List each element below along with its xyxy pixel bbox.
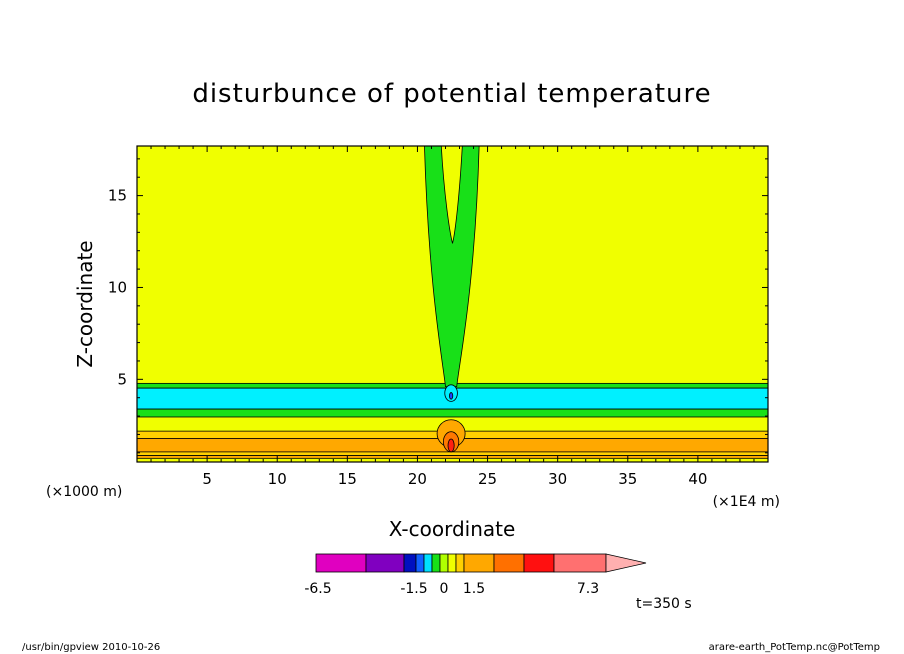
colorbar <box>315 553 647 573</box>
colorbar-segment-4 <box>423 553 433 573</box>
colorbar-segment-11 <box>523 553 555 573</box>
colorbar-label-min: -6.5 <box>304 581 331 597</box>
plot-area <box>137 146 768 462</box>
colorbar-labels: -6.5 -1.5 0 1.5 7.3 <box>304 581 599 597</box>
colorbar-label-zero: 0 <box>440 581 449 597</box>
x-tick-label: 30 <box>548 470 567 488</box>
x-tick-label: 5 <box>202 470 212 488</box>
colorbar-segment-5 <box>431 553 441 573</box>
colorbar-label-neg: -1.5 <box>400 581 427 597</box>
contour-bump-4 <box>447 438 455 453</box>
colorbar-segment-10 <box>493 553 525 573</box>
plume-inner-contour <box>440 146 463 244</box>
time-annotation: t=350 s <box>636 596 692 612</box>
colorbar-extend-arrow <box>605 553 647 573</box>
x-axis: 5 10 15 20 25 30 35 40 <box>136 146 769 488</box>
colorbar-segment-6 <box>439 553 449 573</box>
plume-outer-contour <box>424 146 480 388</box>
y-tick-label: 10 <box>108 278 127 296</box>
y-axis: 5 10 15 <box>108 158 768 454</box>
colorbar-segment-8 <box>455 553 465 573</box>
y-axis-label: Z-coordinate <box>73 240 97 367</box>
x-tick-label: 10 <box>268 470 287 488</box>
colorbar-segment-3 <box>415 553 425 573</box>
y-tick-label: 5 <box>117 370 127 388</box>
plot-frame <box>136 145 769 463</box>
x-tick-label: 20 <box>408 470 427 488</box>
colorbar-segment-0 <box>315 553 367 573</box>
contour-bump-1 <box>449 392 454 400</box>
contour-layer-6 <box>137 455 768 459</box>
y-unit-label: (×1000 m) <box>46 484 122 500</box>
x-tick-label: 15 <box>338 470 357 488</box>
x-unit-label: (×1E4 m) <box>713 494 780 510</box>
colorbar-segment-7 <box>447 553 457 573</box>
contour-layer-2 <box>137 408 768 418</box>
colorbar-segment-12 <box>553 553 607 573</box>
x-tick-label: 25 <box>478 470 497 488</box>
contour-layer-5 <box>137 451 768 456</box>
x-tick-label: 35 <box>618 470 637 488</box>
footer-left: /usr/bin/gpview 2010-10-26 <box>22 642 160 653</box>
y-tick-label: 15 <box>108 187 127 205</box>
colorbar-segment-2 <box>403 553 417 573</box>
colorbar-label-max: 7.3 <box>577 581 599 597</box>
x-tick-label: 40 <box>688 470 707 488</box>
colorbar-segment-1 <box>365 553 405 573</box>
chart-title: disturbunce of potential temperature <box>192 79 711 109</box>
x-axis-label: X-coordinate <box>389 517 516 541</box>
footer-right: arare-earth_PotTemp.nc@PotTemp <box>709 642 880 653</box>
colorbar-label-pos: 1.5 <box>463 581 485 597</box>
colorbar-segment-9 <box>463 553 495 573</box>
